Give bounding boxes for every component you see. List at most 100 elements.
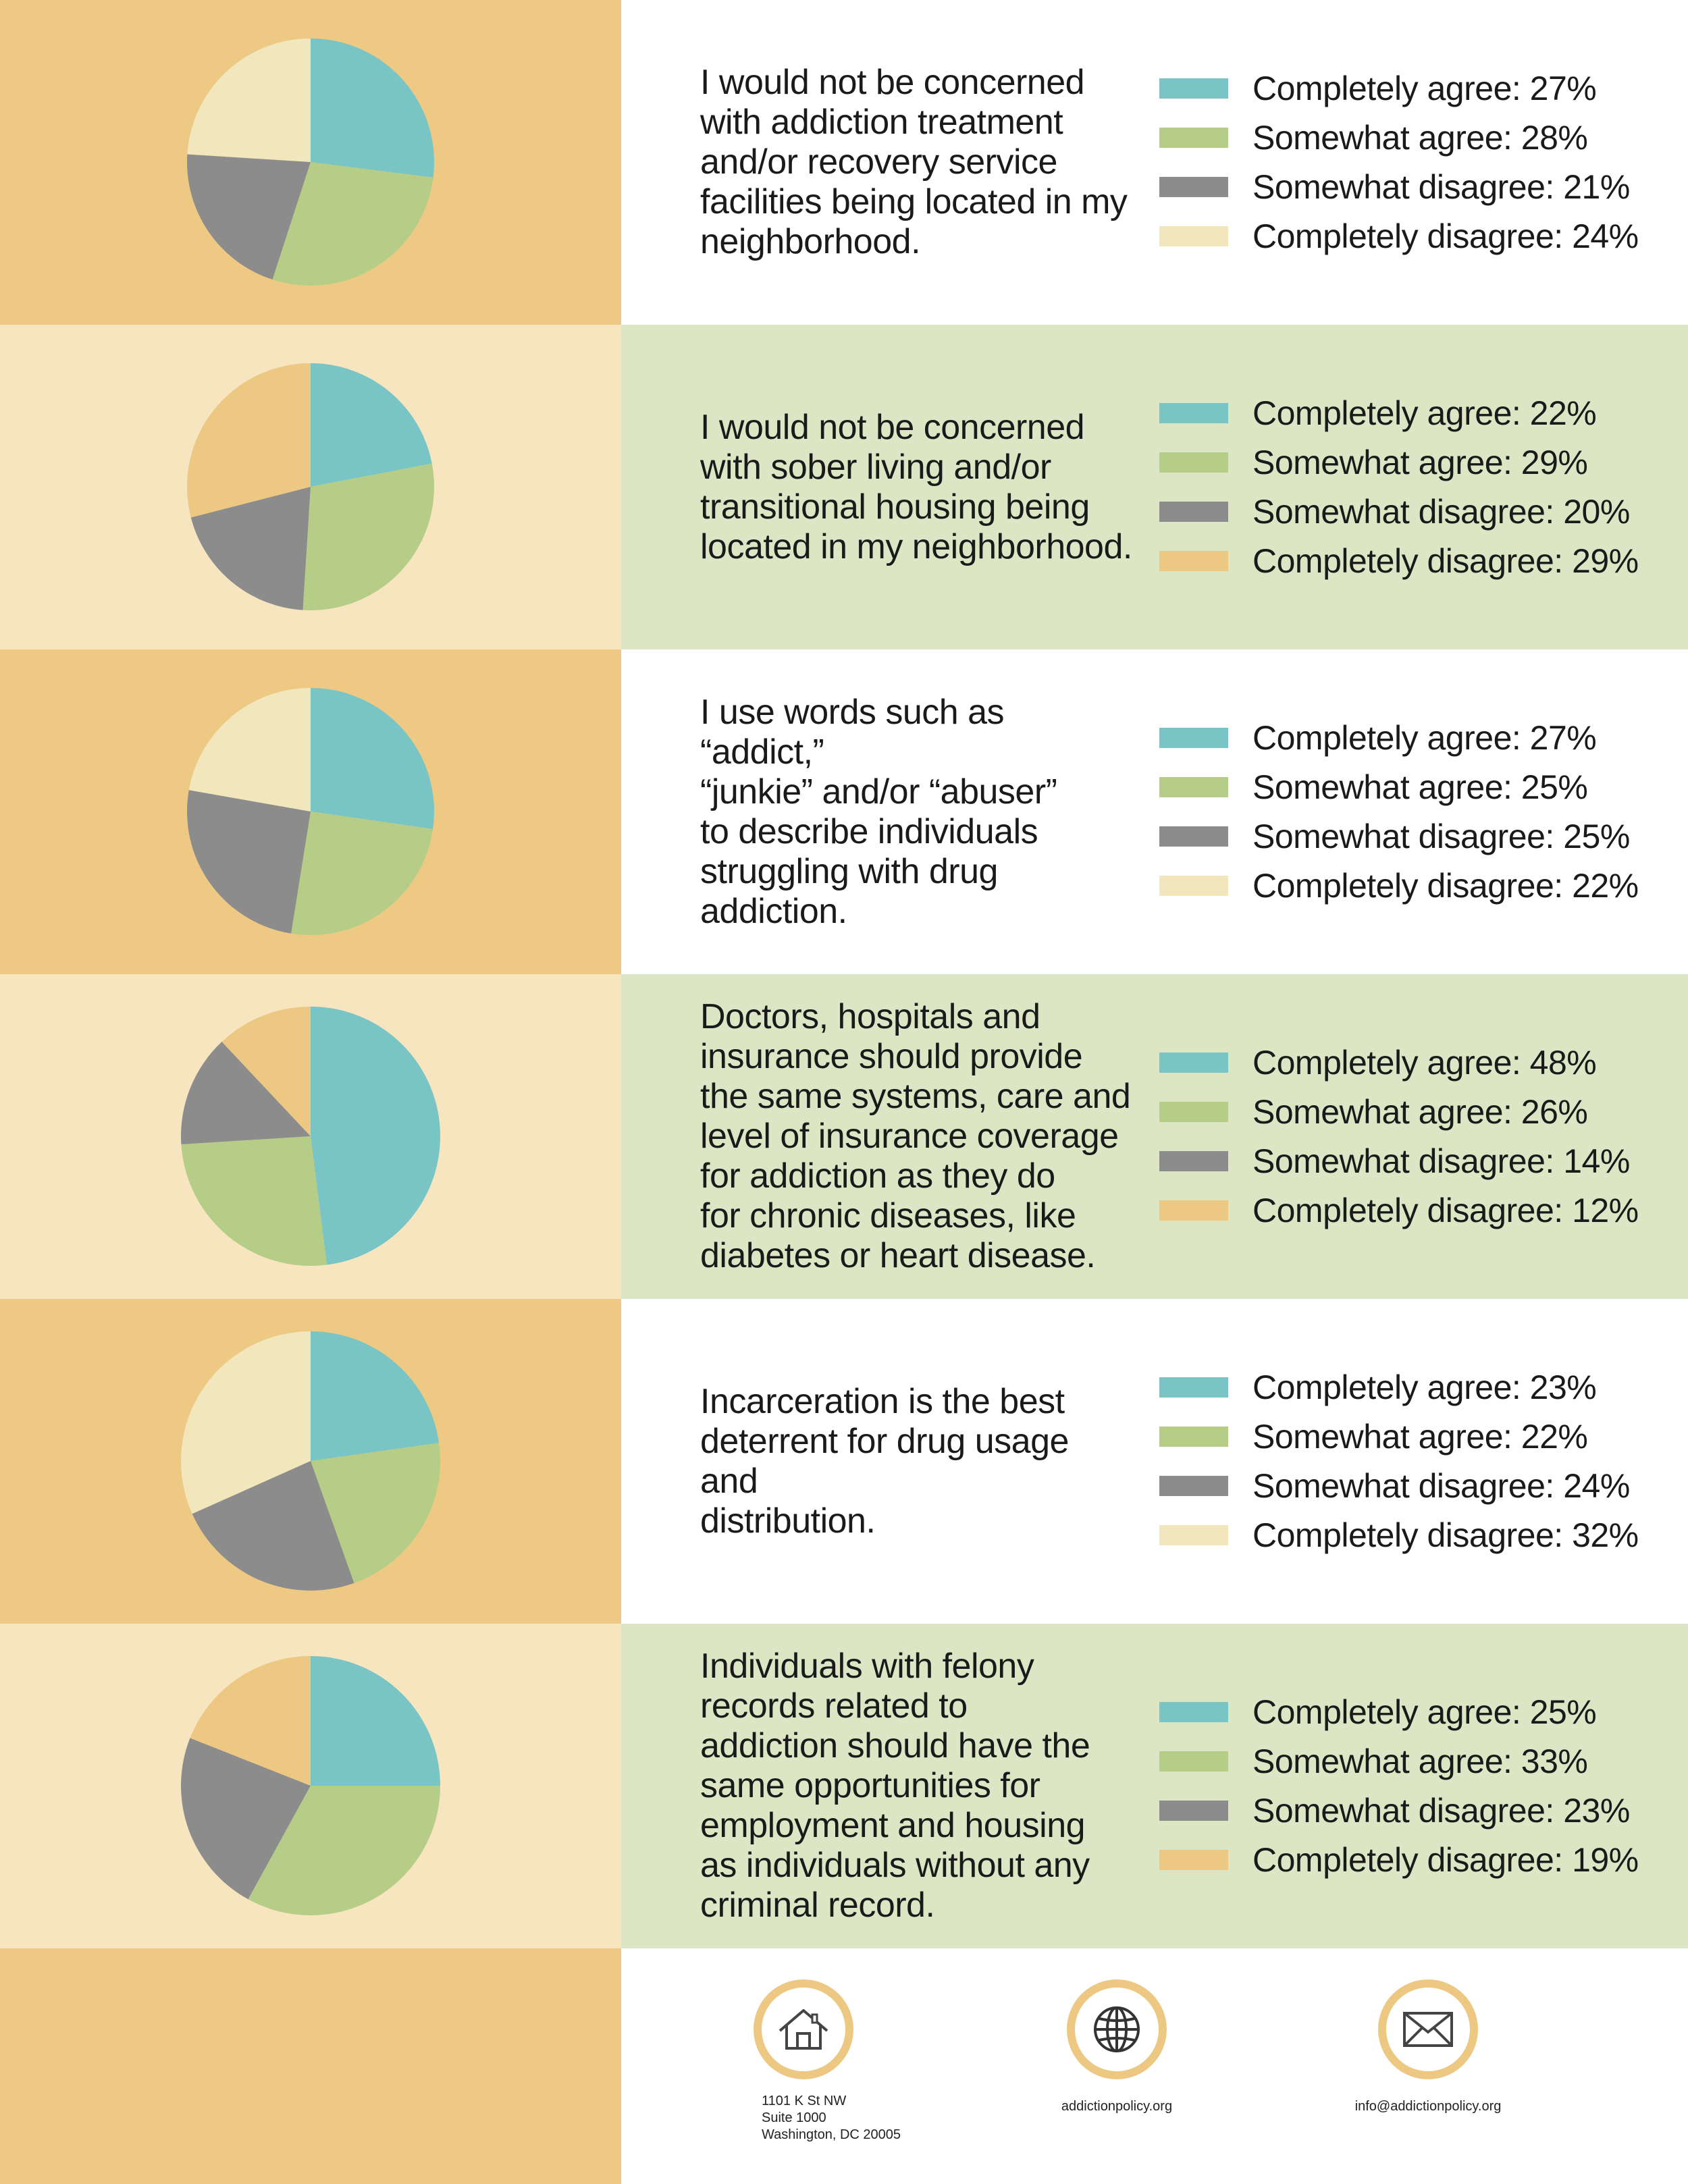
legend-swatch: [1159, 226, 1228, 246]
survey-question-text: I use words such as “addict,” “junkie” an…: [700, 693, 1132, 932]
pie-chart: [186, 688, 435, 935]
survey-question: Incarceration is the best deterrent for d…: [700, 1299, 1132, 1624]
legend-label: Somewhat disagree: 23%: [1252, 1792, 1630, 1830]
legend-label: Somewhat agree: 28%: [1252, 119, 1588, 157]
question-line: “junkie” and/or “abuser”: [700, 772, 1057, 811]
globe-icon: [1094, 2006, 1140, 2052]
website-link[interactable]: addictionpolicy.org: [1061, 2099, 1173, 2114]
legend-swatch: [1159, 826, 1228, 847]
legend-swatch: [1159, 1377, 1228, 1397]
survey-question-text: Incarceration is the best deterrent for d…: [700, 1382, 1132, 1541]
address-text: 1101 K St NW Suite 1000 Washington, DC 2…: [762, 2093, 901, 2143]
legend-label: Somewhat disagree: 14%: [1252, 1142, 1630, 1180]
question-line: Individuals with felony: [700, 1647, 1034, 1686]
legend-label: Somewhat agree: 25%: [1252, 768, 1588, 806]
question-panel: [621, 325, 1688, 649]
address-block: 1101 K St NW Suite 1000 Washington, DC 2…: [702, 1979, 905, 2168]
email-block: info@addictionpolicy.org: [1327, 1979, 1529, 2168]
question-line: for addiction as they do: [700, 1156, 1055, 1196]
chart-row: Individuals with felony records related t…: [0, 1624, 1688, 1948]
legend-label: Completely disagree: 29%: [1252, 542, 1639, 580]
pie-slice-completely-disagree: [221, 1007, 311, 1136]
question-line: I use words such as “addict,”: [700, 692, 1005, 772]
pie-chart: [187, 363, 435, 611]
house-icon-circle: [754, 1979, 853, 2079]
question-line: diabetes or heart disease.: [700, 1236, 1096, 1275]
legend-label: Somewhat agree: 33%: [1252, 1742, 1588, 1780]
legend-swatch: [1159, 452, 1228, 473]
pie-slice-somewhat-agree: [272, 162, 433, 286]
address-line-1: 1101 K St NW: [762, 2094, 847, 2108]
pie-chart: [180, 1656, 440, 1916]
pie-slice-somewhat-disagree: [180, 1738, 311, 1900]
globe-icon-circle[interactable]: [1067, 1979, 1167, 2079]
pie-slice-completely-disagree: [190, 1656, 311, 1786]
chart-legend: Completely agree: 48% Somewhat agree: 26%…: [1159, 974, 1672, 1299]
question-line: facilities being located in my: [700, 182, 1128, 221]
legend-label: Completely disagree: 32%: [1252, 1516, 1639, 1554]
legend-label: Completely agree: 22%: [1252, 394, 1597, 432]
question-panel: [621, 649, 1688, 974]
legend-swatch: [1159, 1850, 1228, 1870]
house-icon: [779, 2009, 828, 2050]
legend-label: Completely agree: 25%: [1252, 1693, 1597, 1731]
pie-slice-completely-agree: [311, 363, 432, 487]
legend-item: Somewhat disagree: 24%: [1159, 1462, 1672, 1511]
question-line: struggling with drug: [700, 851, 998, 891]
pie-chart: [181, 1007, 441, 1267]
pie-slice-completely-disagree: [187, 38, 311, 162]
legend-label: Completely disagree: 24%: [1252, 217, 1639, 255]
question-line: located in my neighborhood.: [700, 527, 1132, 566]
legend-item: Completely agree: 27%: [1159, 64, 1672, 113]
legend-swatch: [1159, 128, 1228, 148]
legend-label: Somewhat disagree: 20%: [1252, 493, 1630, 531]
pie-slice-completely-agree: [311, 1331, 440, 1461]
pie-slice-somewhat-agree: [291, 811, 433, 935]
legend-item: Completely disagree: 19%: [1159, 1836, 1672, 1885]
question-line: same opportunities for: [700, 1766, 1040, 1805]
legend-item: Completely agree: 48%: [1159, 1038, 1672, 1088]
chart-legend: Completely agree: 27% Somewhat agree: 25%…: [1159, 649, 1672, 974]
legend-item: Completely disagree: 32%: [1159, 1511, 1672, 1560]
question-line: with addiction treatment: [700, 103, 1063, 142]
legend-item: Somewhat agree: 29%: [1159, 438, 1672, 487]
survey-question: Individuals with felony records related t…: [700, 1624, 1132, 1948]
legend-swatch: [1159, 403, 1228, 423]
question-line: neighborhood.: [700, 222, 921, 261]
legend-item: Completely agree: 27%: [1159, 714, 1672, 763]
question-line: distribution.: [700, 1501, 876, 1541]
legend-label: Somewhat agree: 26%: [1252, 1093, 1588, 1131]
legend-label: Somewhat disagree: 25%: [1252, 818, 1630, 855]
legend-swatch: [1159, 1751, 1228, 1772]
pie-slice-somewhat-agree: [311, 1443, 440, 1583]
question-line: deterrent for drug usage and: [700, 1421, 1069, 1501]
legend-label: Completely agree: 23%: [1252, 1368, 1597, 1406]
legend-swatch: [1159, 551, 1228, 571]
chart-legend: Completely agree: 23% Somewhat agree: 22%…: [1159, 1299, 1672, 1624]
legend-item: Somewhat agree: 22%: [1159, 1412, 1672, 1462]
pie-slice-completely-disagree: [180, 1331, 311, 1514]
email-link[interactable]: info@addictionpolicy.org: [1354, 2099, 1502, 2114]
pie-slice-completely-agree: [311, 688, 435, 830]
legend-swatch: [1159, 502, 1228, 522]
envelope-icon-circle[interactable]: [1378, 1979, 1478, 2079]
question-line: and/or recovery service: [700, 142, 1057, 182]
survey-question-text: Individuals with felony records related t…: [700, 1647, 1090, 1925]
chart-legend: Completely agree: 25% Somewhat agree: 33%…: [1159, 1624, 1672, 1948]
question-line: Doctors, hospitals and: [700, 997, 1040, 1036]
survey-question-text: Doctors, hospitals and insurance should p…: [700, 997, 1131, 1276]
legend-swatch: [1159, 1702, 1228, 1722]
legend-item: Completely disagree: 29%: [1159, 537, 1672, 586]
question-line: to describe individuals: [700, 811, 1038, 851]
address-line-2: Suite 1000: [762, 2110, 826, 2125]
survey-question: I would not be concerned with sober livin…: [700, 325, 1132, 649]
legend-label: Somewhat disagree: 24%: [1252, 1467, 1630, 1505]
legend-item: Somewhat disagree: 20%: [1159, 487, 1672, 537]
legend-swatch: [1159, 1102, 1228, 1122]
legend-swatch: [1159, 876, 1228, 896]
legend-item: Somewhat disagree: 23%: [1159, 1786, 1672, 1836]
legend-item: Completely disagree: 24%: [1159, 212, 1672, 261]
legend-label: Somewhat agree: 29%: [1252, 444, 1588, 481]
legend-label: Completely agree: 48%: [1252, 1044, 1597, 1082]
question-line: with sober living and/or: [700, 447, 1051, 487]
